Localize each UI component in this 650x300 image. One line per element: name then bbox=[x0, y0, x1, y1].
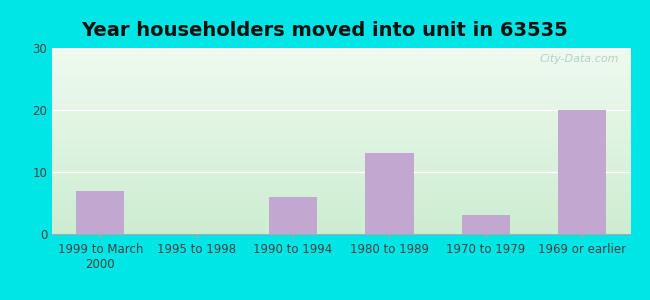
Bar bbox=[365, 153, 413, 234]
Bar bbox=[558, 110, 606, 234]
Bar bbox=[462, 215, 510, 234]
Text: City-Data.com: City-Data.com bbox=[540, 54, 619, 64]
Bar bbox=[269, 197, 317, 234]
Bar bbox=[76, 190, 124, 234]
Text: Year householders moved into unit in 63535: Year householders moved into unit in 635… bbox=[82, 21, 568, 40]
